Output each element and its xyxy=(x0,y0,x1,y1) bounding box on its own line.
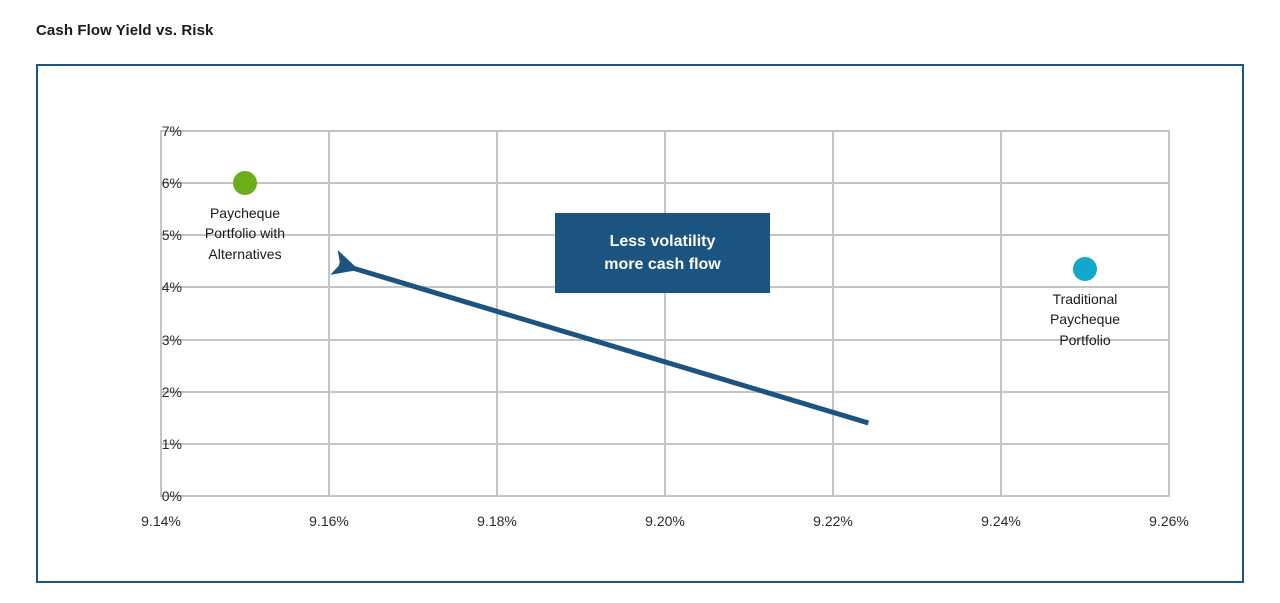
data-point xyxy=(233,171,257,196)
y-axis-tick-label: 2% xyxy=(161,383,182,400)
y-axis-tick-label: 3% xyxy=(161,331,182,348)
grid-line-vertical xyxy=(160,130,162,497)
x-axis-tick-label: 9.18% xyxy=(477,513,517,529)
grid-line-vertical xyxy=(664,130,666,497)
grid-line-vertical xyxy=(328,130,330,497)
callout-box: Less volatility more cash flow xyxy=(555,213,770,293)
grid-line-vertical xyxy=(832,130,834,497)
y-axis-tick-label: 6% xyxy=(161,175,182,192)
x-axis-tick-label: 9.24% xyxy=(981,513,1021,529)
x-axis-tick-label: 9.16% xyxy=(309,513,349,529)
page-title: Cash Flow Yield vs. Risk xyxy=(36,22,214,39)
grid-line-vertical xyxy=(1000,130,1002,497)
callout-text: Less volatility more cash flow xyxy=(604,230,720,276)
data-point-label-line: Traditional xyxy=(1052,291,1118,308)
chart-frame: 0% 1% 2% 3% 4% 5% 6% 7% 9.14% 9.16% 9.18% 9.20% 9.2… xyxy=(36,64,1244,583)
y-axis-tick-label: 4% xyxy=(161,279,182,296)
callout-line-2: more cash flow xyxy=(604,256,721,273)
data-point-label-line: Portfolio with xyxy=(204,225,286,242)
data-point-label: Paycheque Portfolio with Alternatives xyxy=(205,203,285,264)
y-axis-tick-label: 7% xyxy=(161,123,182,139)
data-point-label-line: Paycheque xyxy=(209,205,281,222)
data-point-label: Traditional Paycheque Portfolio xyxy=(1050,289,1120,350)
x-axis-tick-label: 9.26% xyxy=(1149,513,1189,529)
x-axis-tick-labels: 9.14% 9.16% 9.18% 9.20% 9.22% 9.24% 9.26% xyxy=(124,513,1246,539)
x-axis-tick-label: 9.20% xyxy=(645,513,685,529)
x-axis-tick-label: 9.22% xyxy=(813,513,853,529)
data-point xyxy=(1073,257,1097,282)
plot-area xyxy=(160,130,1170,497)
data-point-label-line: Alternatives xyxy=(208,245,282,262)
y-axis-tick-label: 0% xyxy=(161,488,182,504)
data-point-label-line: Paycheque xyxy=(1049,311,1121,328)
x-axis-tick-label: 9.14% xyxy=(141,513,181,529)
y-axis-tick-labels: 0% 1% 2% 3% 4% 5% 6% 7% xyxy=(134,123,182,504)
y-axis-tick-label: 5% xyxy=(161,227,182,244)
callout-line-1: Less volatility xyxy=(609,232,716,250)
y-axis-tick-label: 1% xyxy=(161,435,182,452)
data-point-label-line: Portfolio xyxy=(1059,331,1111,348)
grid-line-vertical xyxy=(496,130,498,497)
grid-line-vertical xyxy=(1168,130,1170,497)
